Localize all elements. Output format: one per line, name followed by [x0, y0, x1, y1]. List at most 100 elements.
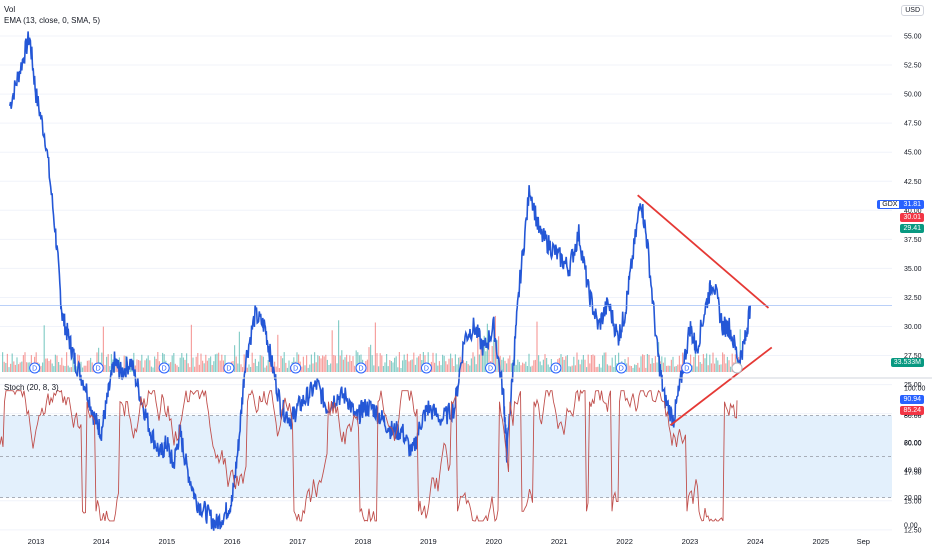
volume-bar: [590, 355, 592, 372]
volume-bar: [152, 367, 154, 372]
support-trendline[interactable]: [669, 346, 773, 426]
legend-stoch[interactable]: Stoch (20, 8, 3): [4, 383, 59, 392]
volume-bar: [398, 352, 400, 372]
stoch-d-badge: 85.24: [900, 406, 924, 415]
volume-bar: [208, 358, 210, 372]
dividend-marker-icon[interactable]: [158, 362, 170, 374]
time-axis[interactable]: 2013 2014 2015 2016 2017 2018 2019 2020 2021 2022…: [28, 537, 870, 546]
resistance-trendline[interactable]: [637, 194, 770, 309]
dividend-marker-icon[interactable]: [485, 362, 497, 374]
volume-bar: [438, 361, 440, 372]
volume-bar: [517, 359, 519, 372]
volume-bar: [123, 355, 125, 372]
volume-bar: [336, 363, 338, 372]
volume-bar: [342, 359, 344, 372]
price-tick-label: 27.50: [904, 353, 922, 360]
time-tick-label: 2015: [158, 537, 175, 546]
dividend-marker-icon[interactable]: [29, 362, 41, 374]
price-tick-label: 45.00: [904, 150, 922, 157]
volume-bar: [598, 363, 600, 372]
volume-bar: [461, 359, 463, 372]
volume-bar: [446, 364, 448, 372]
last-price-value: 31.81: [903, 201, 921, 208]
dividend-marker-icon[interactable]: [681, 362, 693, 374]
volume-bar: [40, 365, 42, 372]
volume-bar: [333, 355, 335, 372]
volume-bar: [410, 360, 412, 372]
volume-bar: [142, 367, 144, 372]
volume-bar: [576, 352, 578, 372]
volume-bar: [538, 355, 540, 372]
volume-bar: [714, 363, 716, 372]
volume-bar: [728, 360, 730, 372]
stoch-tick-label: 20.00: [904, 495, 922, 502]
volume-bar: [544, 354, 546, 372]
price-tick-label: 37.50: [904, 237, 922, 244]
volume-bar: [454, 354, 456, 372]
volume-bar: [256, 366, 258, 372]
volume-bar: [672, 356, 674, 372]
price-tick-label: 17.50: [904, 469, 922, 476]
volume-bar: [531, 365, 533, 372]
dividend-marker-icon[interactable]: [420, 362, 432, 374]
volume-bar: [192, 357, 194, 372]
volume-bar: [64, 366, 66, 372]
volume-bar: [301, 366, 303, 372]
dividend-marker-icon[interactable]: [290, 362, 302, 374]
volume-bar: [302, 356, 304, 372]
price-tick-label: 52.50: [904, 63, 922, 70]
stoch-oscillator-line[interactable]: [0, 389, 738, 523]
stoch-axis[interactable]: 100.00 80.00 60.00 40.00 20.00 0.00: [904, 386, 926, 530]
volume-bar: [264, 367, 266, 372]
volume-bar: [661, 356, 663, 372]
volume-bar: [664, 357, 666, 372]
volume-bar: [80, 361, 82, 372]
time-tick-label: 2025: [812, 537, 829, 546]
volume-bar: [46, 358, 48, 372]
volume-bar: [181, 353, 183, 372]
price-axis[interactable]: 55.00 52.50 50.00 47.50 45.00 42.50 40.00 37.50…: [904, 34, 922, 535]
dividend-marker-letter: D: [32, 366, 37, 373]
stoch-tick-label: 80.00: [904, 413, 922, 420]
volume-bar: [491, 346, 493, 372]
volume-bar: [437, 365, 439, 372]
volume-bar: [717, 360, 719, 372]
price-tick-label: 30.00: [904, 324, 922, 331]
volume-bar: [712, 352, 714, 372]
legend-ema[interactable]: EMA (13, close, 0, SMA, 5): [4, 16, 101, 25]
dividend-marker-icon[interactable]: [615, 362, 627, 374]
volume-bar: [579, 364, 581, 372]
price-tick-label: 42.50: [904, 179, 922, 186]
dividend-marker-icon[interactable]: [223, 362, 235, 374]
volume-bar: [606, 364, 608, 372]
volume-bar: [150, 366, 152, 372]
earnings-marker-icon[interactable]: [731, 362, 743, 374]
volume-bar: [75, 366, 77, 372]
currency-label[interactable]: USD: [901, 5, 924, 16]
legend-vol[interactable]: Vol: [4, 5, 16, 14]
volume-bar: [637, 362, 639, 372]
volume-bar: [286, 367, 288, 372]
volume-bar: [546, 358, 548, 372]
volume-bar: [11, 353, 13, 372]
dividend-marker-icon[interactable]: [92, 362, 104, 374]
volume-bar: [211, 365, 213, 372]
volume-bar: [283, 352, 285, 372]
dividend-marker-icon[interactable]: [355, 362, 367, 374]
price-tick-label: 32.50: [904, 295, 922, 302]
volume-bar: [414, 364, 416, 372]
volume-bar: [309, 364, 311, 372]
volume-bar: [195, 356, 197, 372]
volume-bar: [155, 358, 157, 372]
volume-bar: [235, 356, 237, 372]
volume-bar: [574, 365, 576, 372]
volume-bar: [219, 360, 221, 372]
volume-bar: [722, 352, 724, 372]
volume-bar: [474, 356, 476, 372]
dividend-marker-icon[interactable]: [550, 362, 562, 374]
price-series-line[interactable]: [9, 31, 751, 531]
volume-bar: [117, 365, 119, 372]
volume-bar: [584, 359, 586, 372]
